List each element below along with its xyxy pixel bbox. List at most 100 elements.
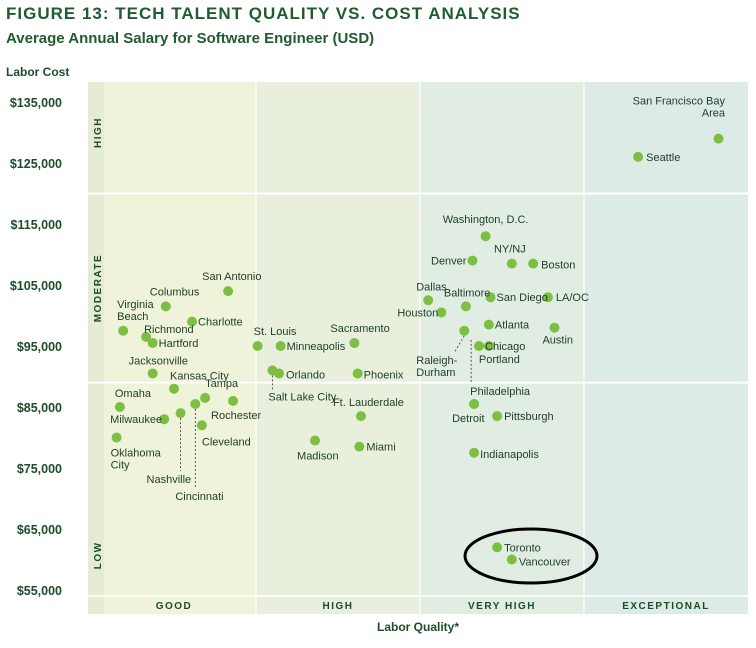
point-label-line: Columbus [150,286,200,298]
point-label-line: Omaha [115,388,152,400]
point-label-line: Dallas [416,281,447,293]
x-category-label: VERY HIGH [468,601,536,612]
point-toronto [492,542,503,553]
point-label-line: Austin [542,335,573,347]
point-label-line: Houston [397,307,438,319]
y-tick-label: $105,000 [10,279,62,293]
y-tick-label: $115,000 [11,218,62,232]
point-oklahoma-city [111,432,122,443]
point-label-cleveland: Cleveland [202,436,251,448]
x-category-label: EXCEPTIONAL [622,601,710,612]
point-label-milwaukee: Milwaukee [110,414,162,426]
highlight-ellipse [463,527,599,585]
point-label-denver: Denver [431,256,467,268]
point-nashville [175,408,186,419]
point-label-line: Cincinnati [175,491,223,503]
point-miami [354,441,365,452]
point-label-line: Chicago [485,341,525,353]
point-label-line: Baltimore [444,287,490,299]
point-label-columbus: Columbus [150,286,200,298]
plot-background [88,82,748,614]
point-label-cincinnati: Cincinnati [175,491,223,503]
point-rochester [228,395,239,406]
y-tick-label: $135,000 [10,96,62,110]
point-label-line: Orlando [286,369,325,381]
point-label-portland: Portland [479,354,520,366]
y-tick-label: $55,000 [17,584,62,598]
leader-line [453,335,465,353]
point-label-tampa: Tampa [205,378,239,390]
point-ny-nj [506,258,517,269]
point-label-charlotte: Charlotte [198,317,243,329]
point-label-line: Rochester [211,410,261,422]
point-label-line: Boston [541,260,575,272]
point-label-line: Atlanta [495,320,530,332]
point-label-hartford: Hartford [159,338,199,350]
point-label-oklahoma-city: Oklahoma City [111,448,162,472]
y-tick-label: $125,000 [10,157,62,171]
point-label-pittsburgh: Pittsburgh [504,411,554,423]
point-label-kansas-city: Kansas City [170,371,229,383]
point-label-san-francisco-bay-area: San Francisco Bay Area [633,96,726,120]
point-label-line: LA/OC [556,292,589,304]
cost-band-label: LOW [93,541,104,569]
point-label-line: Minneapolis [287,341,346,353]
point-label-phoenix: Phoenix [364,369,404,381]
point-label-line: Miami [366,442,395,454]
point-jacksonville [147,368,158,379]
point-washington-d-c- [480,231,491,242]
point-orlando [273,368,284,379]
point-label-line: Cleveland [202,436,251,448]
point-phoenix [352,368,363,379]
point-virginia-beach [118,325,129,336]
point-label-baltimore: Baltimore [444,287,490,299]
point-label-toronto: Toronto [504,542,541,554]
y-tick-label: $95,000 [17,340,62,354]
point-label-dallas: Dallas [416,281,447,293]
point-label-st-louis: St. Louis [254,326,297,338]
x-category-label: HIGH [323,601,354,612]
point-label-line: Milwaukee [110,414,162,426]
point-san-diego [485,292,496,303]
point-label-philadelphia: Philadelphia [470,386,531,398]
point-kansas-city [169,383,179,394]
point-label-line: Portland [479,354,520,366]
cost-band-label: HIGH [93,117,104,148]
leader-lines [180,335,472,488]
point-raleigh-durham [459,325,470,336]
point-chicago [474,341,485,351]
point-label-raleigh-durham: Raleigh-Durham [416,355,457,379]
point-label-line: NY/NJ [494,244,526,256]
column-band-2 [420,82,584,614]
point-label-salt-lake-city: Salt Lake City [268,391,336,403]
point-houston [436,307,447,318]
point-san-antonio [223,286,234,297]
figure-subtitle: Average Annual Salary for Software Engin… [6,30,375,47]
point-label-line: Vancouver [519,557,571,569]
point-label-line: Area [702,108,726,120]
point-baltimore [460,301,471,312]
point-hartford [147,337,158,348]
point-label-line: Kansas City [170,371,229,383]
column-band-3 [584,82,748,614]
column-band-0 [104,82,256,614]
point-label-washington-d-c-: Washington, D.C. [443,214,529,226]
point-label-line: Philadelphia [470,386,531,398]
x-category-labels: GOOD HIGH VERY HIGH EXCEPTIONAL [156,601,710,612]
point-label-line: Oklahoma [111,448,162,460]
point-label-line: St. Louis [254,326,297,338]
point-label-ft-lauderdale: Ft. Lauderdale [333,397,404,409]
point-label-houston: Houston [397,307,438,319]
point-label-san-antonio: San Antonio [202,271,261,283]
point-label-boston: Boston [541,260,575,272]
point-label-line: Detroit [452,413,484,425]
point-label-rochester: Rochester [211,410,261,422]
point-dallas [423,295,434,306]
point-label-la-oc: LA/OC [556,292,589,304]
point-label-richmond: Richmond [144,324,194,336]
point-la-oc [542,292,553,303]
point-label-line: Seattle [646,152,680,164]
y-tick-label: $85,000 [17,401,62,415]
cost-band-labels: HIGH MODERATE LOW [93,117,104,569]
point-label-line: Raleigh- [416,355,457,367]
